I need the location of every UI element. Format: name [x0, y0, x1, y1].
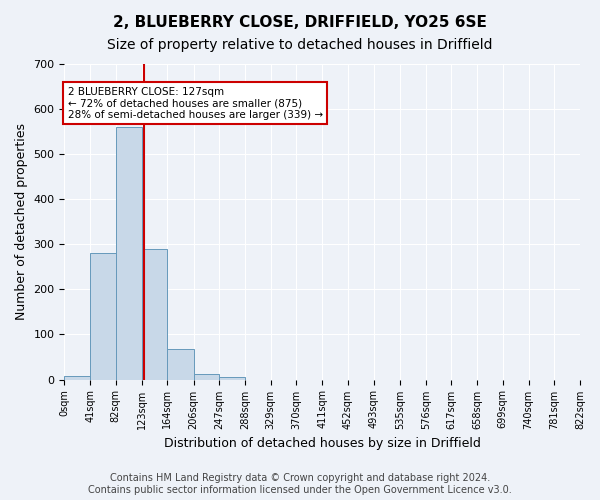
Bar: [194, 374, 220, 380]
Text: 2 BLUEBERRY CLOSE: 127sqm
← 72% of detached houses are smaller (875)
28% of semi: 2 BLUEBERRY CLOSE: 127sqm ← 72% of detac…: [68, 86, 323, 120]
Bar: [64, 376, 90, 380]
X-axis label: Distribution of detached houses by size in Driffield: Distribution of detached houses by size …: [164, 437, 481, 450]
Text: 2, BLUEBERRY CLOSE, DRIFFIELD, YO25 6SE: 2, BLUEBERRY CLOSE, DRIFFIELD, YO25 6SE: [113, 15, 487, 30]
Text: Contains HM Land Registry data © Crown copyright and database right 2024.
Contai: Contains HM Land Registry data © Crown c…: [88, 474, 512, 495]
Y-axis label: Number of detached properties: Number of detached properties: [15, 124, 28, 320]
Bar: [116, 127, 142, 380]
Text: Size of property relative to detached houses in Driffield: Size of property relative to detached ho…: [107, 38, 493, 52]
Bar: [142, 249, 167, 380]
Bar: [220, 377, 245, 380]
Bar: [167, 349, 194, 380]
Bar: [90, 254, 116, 380]
